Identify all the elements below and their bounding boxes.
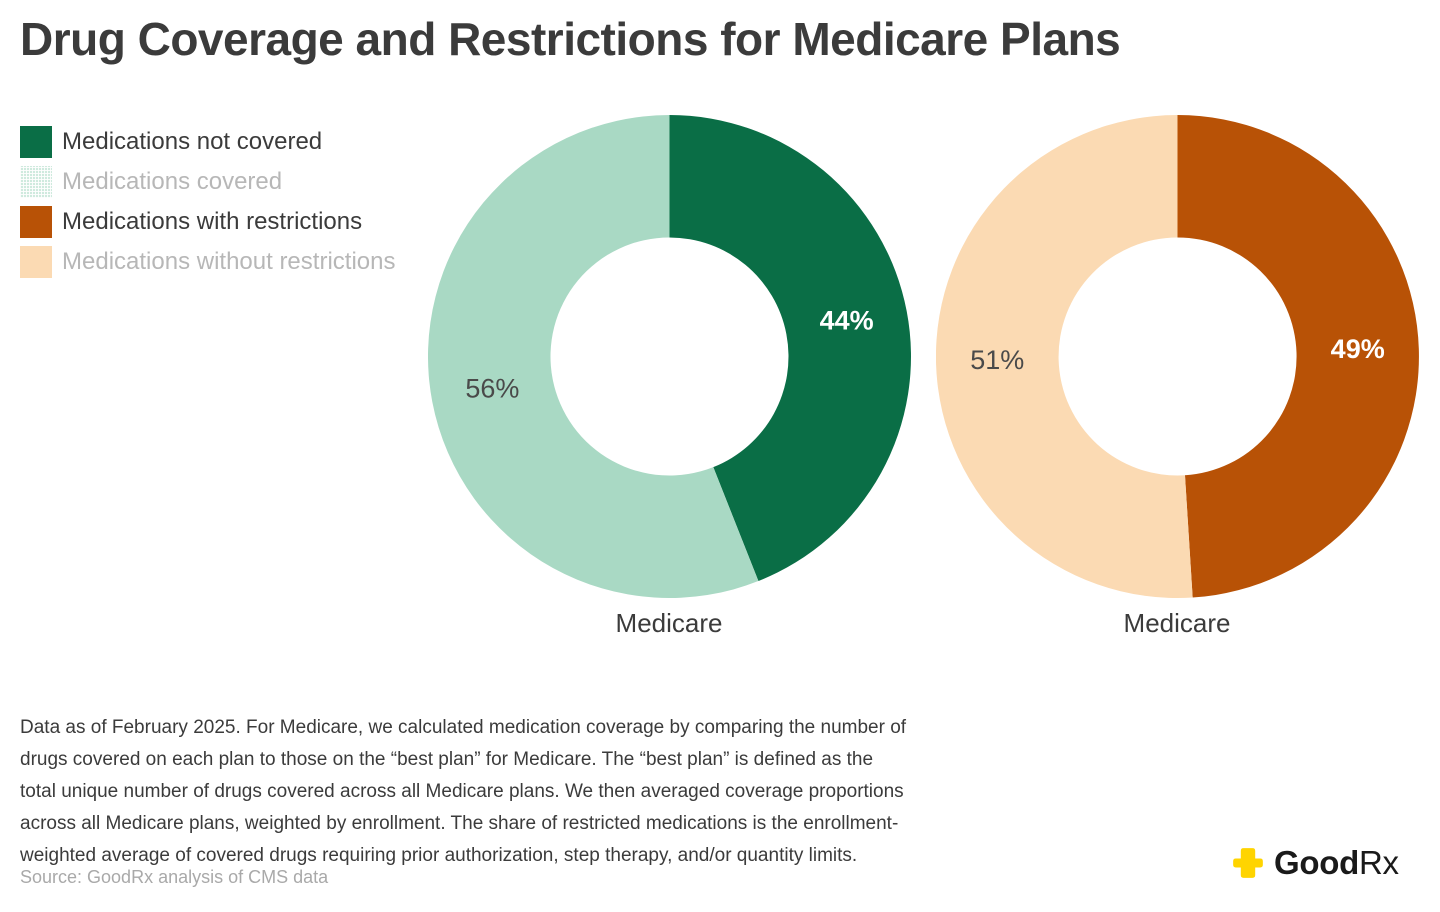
svg-text:49%: 49% bbox=[1330, 333, 1384, 363]
svg-text:56%: 56% bbox=[465, 373, 519, 403]
svg-text:44%: 44% bbox=[819, 305, 873, 335]
svg-text:51%: 51% bbox=[970, 345, 1024, 375]
